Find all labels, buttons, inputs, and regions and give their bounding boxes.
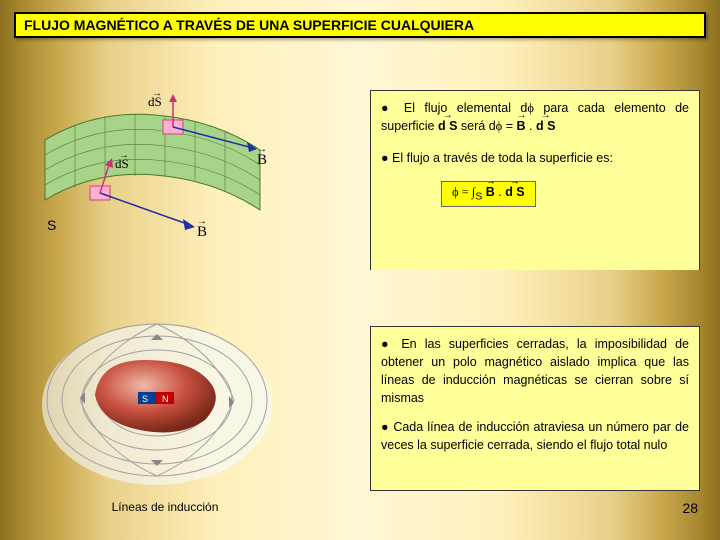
closed-surface-diagram: S N xyxy=(40,310,275,485)
closed-surface-svg: S N xyxy=(40,310,275,485)
bullet-2: ● El flujo a través de toda la superfici… xyxy=(381,149,689,167)
arrow-B-bottom-head xyxy=(183,219,195,230)
bullet-3: ● En las superficies cerradas, la imposi… xyxy=(381,335,689,408)
b1a: El flujo elemental d xyxy=(404,101,527,115)
magnet-n-label: N xyxy=(162,394,169,404)
vec-dS-inline1: →d S xyxy=(438,117,457,135)
text-box-bottom: ● En las superficies cerradas, la imposi… xyxy=(370,326,700,491)
bullet-icon: ● xyxy=(381,420,393,434)
b4: Cada línea de inducción atraviesa un núm… xyxy=(381,420,689,452)
slide-title: FLUJO MAGNÉTICO A TRAVÉS DE UNA SUPERFIC… xyxy=(14,12,706,38)
label-B1-arrow: → xyxy=(257,144,267,155)
formula-sub: S xyxy=(475,192,482,203)
arrow-dS-top-head xyxy=(169,94,177,102)
bullet-icon: ● xyxy=(381,151,392,165)
label-dS2-arrow: → xyxy=(119,150,129,161)
bullet-4: ● Cada línea de inducción atraviesa un n… xyxy=(381,418,689,454)
phi1: ϕ xyxy=(527,101,534,115)
b1c: será d xyxy=(461,119,496,133)
surface-grid xyxy=(45,114,260,210)
text-box-top: ● El flujo elemental dϕ para cada elemen… xyxy=(370,90,700,270)
title-text: FLUJO MAGNÉTICO A TRAVÉS DE UNA SUPERFIC… xyxy=(24,17,474,33)
surface-svg: dS → B → dS → B → S xyxy=(35,80,275,280)
vec-dS-inline2: →d S xyxy=(536,117,555,135)
arrow-B-bottom xyxy=(100,193,190,225)
label-B2-arrow: → xyxy=(197,216,207,227)
vec-B-inline1: →B xyxy=(517,117,526,135)
page-number: 28 xyxy=(682,500,698,516)
vec-B-formula: →B xyxy=(486,183,495,201)
bullet-1: ● El flujo elemental dϕ para cada elemen… xyxy=(381,99,689,135)
b2: El flujo a través de toda la superficie … xyxy=(392,151,613,165)
b1d: = xyxy=(502,119,516,133)
surface-diagram: dS → B → dS → B → S xyxy=(35,80,275,280)
b3: En las superficies cerradas, la imposi­b… xyxy=(381,337,689,405)
formula-box: ϕ = ∫S →B . →d S xyxy=(441,181,536,207)
vec-dS-formula: →d S xyxy=(505,183,524,201)
bullet-icon: ● xyxy=(381,337,401,351)
label-S: S xyxy=(47,217,56,233)
magnet-s-label: S xyxy=(142,394,148,404)
formula-lhs: ϕ = ∫ xyxy=(452,185,475,199)
bullet-icon: ● xyxy=(381,101,404,115)
label-dS1-arrow: → xyxy=(152,88,162,99)
diagram-caption: Líneas de inducción xyxy=(90,500,240,514)
